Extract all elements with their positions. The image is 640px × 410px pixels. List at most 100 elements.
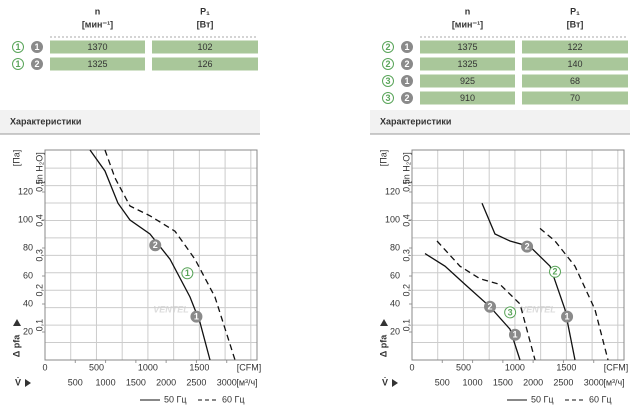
column-name: n xyxy=(95,6,101,16)
badge-label: 1 xyxy=(512,330,517,340)
x2-tick-label: 0 xyxy=(42,362,47,372)
y-tick-label: 120 xyxy=(18,186,33,196)
x2-tick-label: 1000 xyxy=(505,362,525,372)
y2-tick-label: 0,5 xyxy=(401,179,411,192)
x2-tick-label: 0 xyxy=(409,362,414,372)
x2-tick-label: 500 xyxy=(89,362,104,372)
badge-label: 1 xyxy=(194,311,199,321)
x2-tick-label: 1500 xyxy=(556,362,576,372)
table-cell xyxy=(522,91,628,105)
badge-label: 1 xyxy=(404,76,409,86)
variant-badge xyxy=(521,240,534,253)
badge-label: 1 xyxy=(15,59,20,69)
x-tick-label: 2500 xyxy=(553,377,573,387)
section-band xyxy=(370,110,630,134)
variant-badge xyxy=(401,92,413,104)
column-name: P₁ xyxy=(570,6,580,16)
variant-badge xyxy=(484,300,497,313)
curve-badge xyxy=(12,58,24,70)
x-tick-label: 2000 xyxy=(156,377,176,387)
y-arrow xyxy=(13,319,21,326)
section-band xyxy=(0,110,260,134)
x2-tick-label: 1500 xyxy=(189,362,209,372)
variant-badge xyxy=(401,41,413,53)
curve-badge xyxy=(549,265,562,278)
column-name: n xyxy=(465,6,471,16)
y-label: Δ pfa xyxy=(378,334,388,357)
badge-label: 2 xyxy=(553,267,558,277)
x-label: V̇ xyxy=(15,377,21,387)
y-unit: [Па] xyxy=(11,150,21,166)
x2-unit: [CFM] xyxy=(237,362,262,372)
x-tick-label: 1500 xyxy=(126,377,146,387)
y2-tick-label: 0,3 xyxy=(34,249,44,262)
cell-value: 70 xyxy=(570,93,580,103)
table-cell xyxy=(50,57,145,71)
table-cell xyxy=(522,40,628,54)
y-tick-label: 100 xyxy=(18,214,33,224)
table-cell xyxy=(420,91,515,105)
watermark: VENTEL xyxy=(520,304,556,314)
table-cell xyxy=(420,74,515,88)
legend-label: 50 Гц xyxy=(164,394,187,404)
badge-label: 2 xyxy=(153,240,158,250)
y2-tick-label: 0,2 xyxy=(401,284,411,297)
plot-frame xyxy=(44,149,258,361)
table-cell xyxy=(420,40,515,54)
variant-badge xyxy=(561,310,574,323)
y-tick-label: 20 xyxy=(390,326,400,336)
column-unit: [Вт] xyxy=(567,19,584,29)
curve-badge xyxy=(504,306,517,319)
column-unit: [мин⁻¹] xyxy=(452,19,483,29)
y2-tick-label: 0,1 xyxy=(401,319,411,332)
curve-badge xyxy=(382,75,394,87)
curve-badge xyxy=(12,41,24,53)
watermark: VENTEL xyxy=(153,304,189,314)
y-arrow xyxy=(380,319,388,326)
y-tick-label: 80 xyxy=(390,242,400,252)
y2-tick-label: 0,3 xyxy=(401,249,411,262)
badge-label: 2 xyxy=(385,59,390,69)
x-tick-label: 3000 xyxy=(584,377,604,387)
cell-value: 910 xyxy=(460,93,475,103)
badge-label: 2 xyxy=(385,42,390,52)
variant-badge xyxy=(401,58,413,70)
cell-value: 68 xyxy=(570,76,580,86)
curve-badge xyxy=(382,92,394,104)
variant-badge xyxy=(190,310,203,323)
table-cell xyxy=(522,74,628,88)
cell-value: 1325 xyxy=(457,59,477,69)
curve-badge xyxy=(181,267,194,280)
y-tick-label: 40 xyxy=(390,298,400,308)
variant-badge xyxy=(401,75,413,87)
badge-label: 2 xyxy=(525,241,530,251)
badge-label: 1 xyxy=(185,268,190,278)
y-unit: [Па] xyxy=(378,150,388,166)
table-cell xyxy=(420,57,515,71)
curve xyxy=(424,253,521,361)
cell-value: 1325 xyxy=(87,59,107,69)
x-unit: [м³/ч] xyxy=(603,377,624,387)
plot-frame xyxy=(411,149,625,361)
badge-label: 1 xyxy=(15,42,20,52)
x-tick-label: 500 xyxy=(68,377,83,387)
section-title: Характеристики xyxy=(380,116,451,126)
badge-label: 1 xyxy=(34,42,39,52)
x-tick-label: 1000 xyxy=(463,377,483,387)
badge-label: 2 xyxy=(404,59,409,69)
y2-tick-label: 0,4 xyxy=(34,214,44,227)
section-title: Характеристики xyxy=(10,116,81,126)
badge-label: 1 xyxy=(565,311,570,321)
variant-badge xyxy=(31,41,43,53)
legend-label: 60 Гц xyxy=(589,394,612,404)
cell-value: 925 xyxy=(460,76,475,86)
y-tick-label: 60 xyxy=(23,270,33,280)
x-unit: [м³/ч] xyxy=(236,377,257,387)
curve xyxy=(539,227,609,361)
badge-label: 1 xyxy=(404,42,409,52)
y-tick-label: 40 xyxy=(23,298,33,308)
x2-tick-label: 1000 xyxy=(138,362,158,372)
column-unit: [Вт] xyxy=(197,19,214,29)
y-tick-label: 120 xyxy=(385,186,400,196)
x-tick-label: 2000 xyxy=(523,377,543,387)
